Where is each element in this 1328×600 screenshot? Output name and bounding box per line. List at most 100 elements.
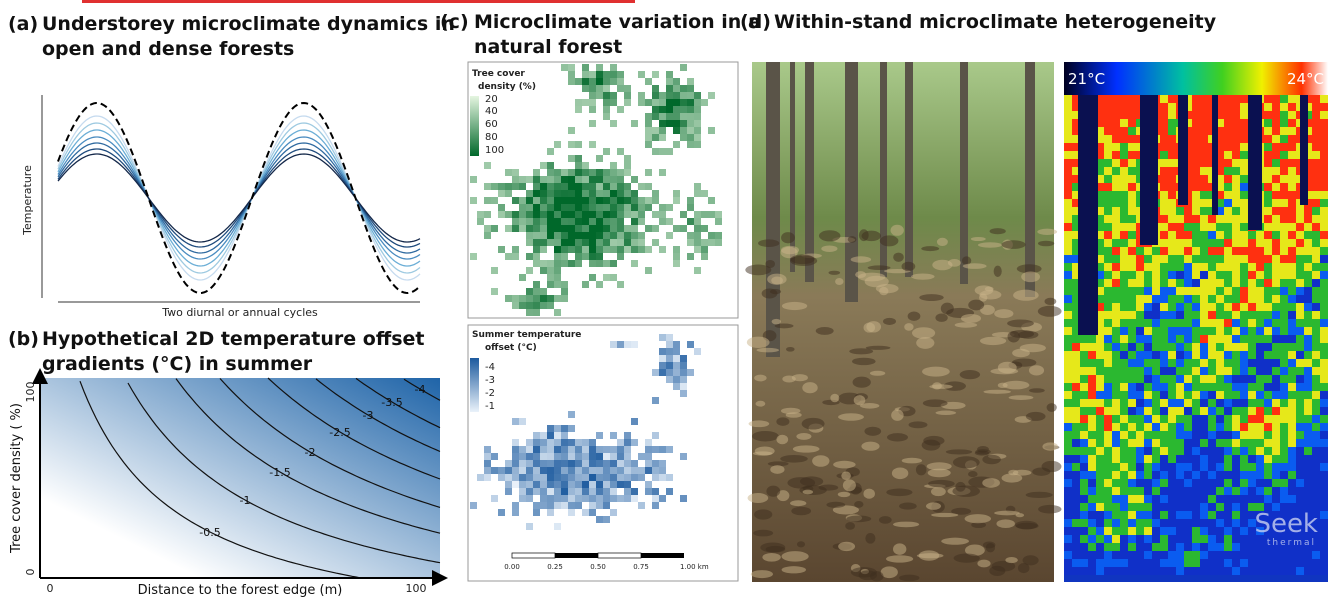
map-cell [582, 495, 589, 502]
map-cell [652, 460, 659, 467]
tree-trunk [790, 62, 795, 272]
light-patch [954, 322, 978, 328]
thermal-pixel [1232, 335, 1240, 343]
thermal-pixel [1112, 471, 1120, 479]
thermal-pixel [1144, 479, 1152, 487]
map-cell [589, 99, 596, 106]
map-cell [666, 148, 673, 155]
thermal-pixel [1224, 231, 1232, 239]
map-cell [701, 211, 708, 218]
map-cell [589, 502, 596, 509]
map-cell [687, 78, 694, 85]
map-cell [547, 211, 554, 218]
map-cell [687, 120, 694, 127]
map-cell [645, 113, 652, 120]
map-cell [547, 162, 554, 169]
thermal-pixel [1200, 255, 1208, 263]
map-cell [505, 295, 512, 302]
map-cell [645, 446, 652, 453]
thermal-pixel [1240, 95, 1248, 103]
thermal-pixel [1120, 287, 1128, 295]
thermal-pixel [1112, 183, 1120, 191]
thermal-pixel [1128, 535, 1136, 543]
thermal-pixel [1176, 239, 1184, 247]
map-cell [526, 190, 533, 197]
thermal-pixel [1144, 471, 1152, 479]
thermal-pixel [1192, 151, 1200, 159]
light-patch [991, 560, 1016, 572]
thermal-pixel [1104, 391, 1112, 399]
thermal-pixel [1296, 319, 1304, 327]
thermal-pixel [1232, 175, 1240, 183]
thermal-pixel [1224, 447, 1232, 455]
map-cell [617, 446, 624, 453]
light-patch [762, 553, 781, 562]
map-cell [533, 204, 540, 211]
thermal-pixel [1296, 447, 1304, 455]
panel-label: (d) [740, 11, 771, 33]
thermal-pixel [1120, 103, 1128, 111]
light-patch [970, 236, 986, 242]
map-cell [540, 502, 547, 509]
thermal-pixel [1184, 263, 1192, 271]
map-cell [533, 474, 540, 481]
thermal-pixel [1192, 127, 1200, 135]
thermal-pixel [1272, 295, 1280, 303]
thermal-pixel [1168, 95, 1176, 103]
map-cell [575, 162, 582, 169]
thermal-pixel [1152, 551, 1160, 559]
map-cell [575, 155, 582, 162]
thermal-pixel [1160, 263, 1168, 271]
map-cell [575, 99, 582, 106]
thermal-pixel [1064, 463, 1072, 471]
thermal-pixel [1288, 247, 1296, 255]
thermal-pixel [1112, 303, 1120, 311]
thermal-pixel [1232, 495, 1240, 503]
map-cell [694, 120, 701, 127]
open-forest-curve [57, 101, 421, 295]
map-cell [652, 225, 659, 232]
thermal-pixel [1288, 447, 1296, 455]
map-cell [617, 218, 624, 225]
thermal-pixel [1304, 511, 1312, 519]
thermal-pixel [1104, 335, 1112, 343]
map-cell [666, 78, 673, 85]
thermal-pixel [1304, 327, 1312, 335]
thermal-pixel [1200, 247, 1208, 255]
map-cell [561, 197, 568, 204]
map-cell [540, 239, 547, 246]
thermal-pixel [1208, 279, 1216, 287]
map-cell [624, 211, 631, 218]
light-patch [781, 301, 808, 311]
map-cell [680, 453, 687, 460]
light-patch [1007, 330, 1020, 343]
thermal-pixel [1272, 351, 1280, 359]
map-cell [624, 467, 631, 474]
map-cell [512, 253, 519, 260]
map-cell [680, 369, 687, 376]
thermal-pixel [1256, 271, 1264, 279]
thermal-pixel [1176, 559, 1184, 567]
thermal-pixel [1184, 239, 1192, 247]
map-cell [547, 232, 554, 239]
map-cell [533, 309, 540, 316]
thermal-pixel [1256, 359, 1264, 367]
thermal-pixel [1128, 159, 1136, 167]
thermal-pixel [1144, 271, 1152, 279]
thermal-pixel [1104, 287, 1112, 295]
thermal-pixel [1224, 175, 1232, 183]
thermal-pixel [1112, 519, 1120, 527]
thermal-pixel [1264, 567, 1272, 575]
thermal-pixel [1304, 343, 1312, 351]
thermal-pixel [1200, 463, 1208, 471]
thermal-pixel [1096, 231, 1104, 239]
thermal-pixel [1200, 343, 1208, 351]
thermal-pixel [1280, 495, 1288, 503]
map-cell [547, 190, 554, 197]
thermal-pixel [1072, 239, 1080, 247]
light-patch [828, 270, 841, 275]
map-cell [624, 183, 631, 190]
map-cell [659, 495, 666, 502]
thermal-pixel [1160, 511, 1168, 519]
map-cell [659, 120, 666, 127]
